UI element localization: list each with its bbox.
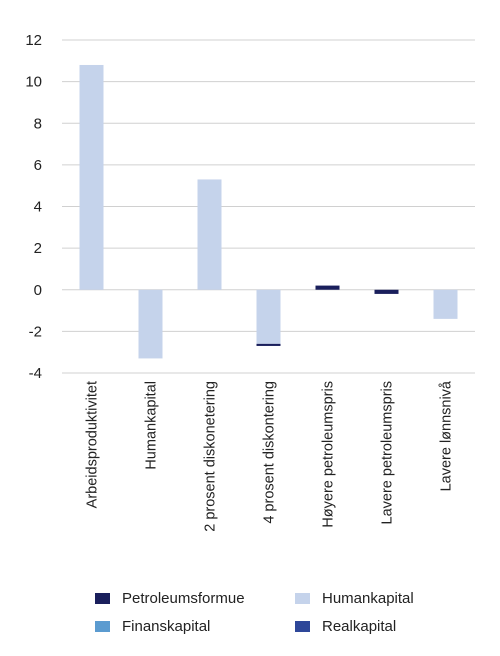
legend-label-petroleumsformue: Petroleumsformue [122, 590, 245, 607]
bar-humankapital-6 [433, 289, 458, 319]
y-tick-label: 8 [34, 115, 42, 132]
y-tick-label: -2 [29, 323, 42, 340]
y-tick-label: -4 [29, 365, 42, 382]
legend-label-finanskapital: Finanskapital [122, 618, 211, 635]
category-label: Høyere petroleumspris [321, 381, 337, 528]
gridlines [62, 39, 475, 374]
bar-humankapital-2 [197, 179, 222, 290]
y-tick-label: 10 [25, 74, 42, 91]
legend-item-humankapital: Humankapital [295, 590, 414, 607]
legend-swatch-petroleumsformue [95, 593, 110, 604]
bar-chart: 12 10 8 6 4 2 0 -2 -4 Arbeidsproduktivitet Humank… [25, 32, 475, 532]
bar-humankapital-0 [79, 64, 104, 290]
category-label: 4 prosent diskontering [262, 381, 278, 524]
category-labels: Arbeidsproduktivitet Humankapital 2 prosen… [85, 380, 455, 532]
legend-item-realkapital: Realkapital [295, 618, 396, 635]
bar-petroleumsformue-3 [256, 343, 281, 346]
legend-item-finanskapital: Finanskapital [95, 618, 210, 635]
bar-petroleumsformue-5 [374, 289, 399, 294]
bar-humankapital-3 [256, 289, 281, 344]
category-label: Humankapital [144, 381, 160, 470]
legend-label-humankapital: Humankapital [322, 590, 414, 607]
y-tick-label: 6 [34, 157, 42, 174]
y-tick-label: 0 [34, 282, 42, 299]
y-tick-label: 12 [25, 32, 42, 49]
bar-petroleumsformue-4 [315, 285, 340, 290]
category-label: 2 prosent diskonetering [203, 381, 219, 532]
y-tick-label: 2 [34, 240, 42, 257]
y-axis-ticks: 12 10 8 6 4 2 0 -2 -4 [25, 32, 42, 382]
category-label: Arbeidsproduktivitet [85, 381, 101, 508]
legend-label-realkapital: Realkapital [322, 618, 397, 635]
legend-swatch-humankapital [295, 593, 310, 604]
legend-swatch-finanskapital [95, 621, 110, 632]
category-label: Lavere lønnsnivå [439, 380, 455, 491]
legend-swatch-realkapital [295, 621, 310, 632]
y-tick-label: 4 [34, 199, 42, 216]
legend-item-petroleumsformue: Petroleumsformue [95, 590, 245, 607]
category-label: Lavere petroleumspris [380, 381, 396, 524]
bar-humankapital-1 [138, 289, 163, 359]
bars [79, 64, 458, 359]
